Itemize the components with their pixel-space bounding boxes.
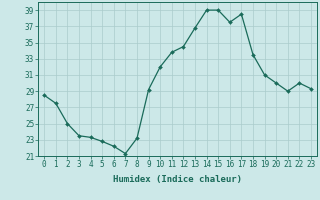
X-axis label: Humidex (Indice chaleur): Humidex (Indice chaleur) (113, 175, 242, 184)
